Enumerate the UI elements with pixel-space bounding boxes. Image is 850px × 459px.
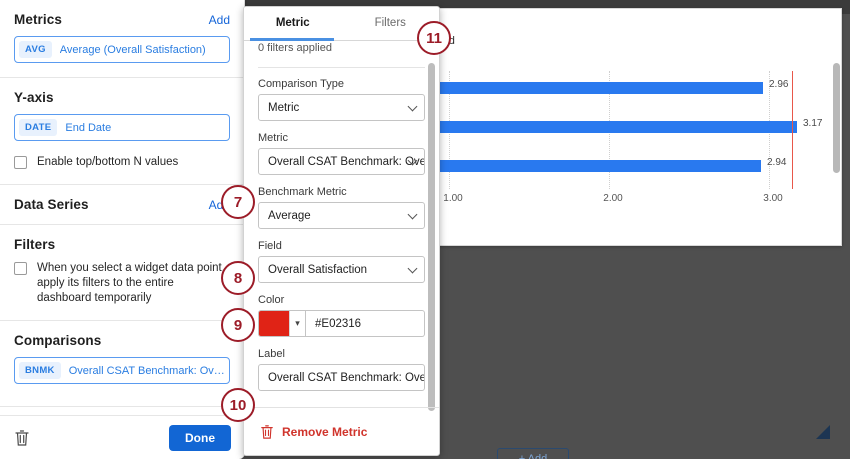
y-axis-chip-text: End Date	[65, 121, 112, 134]
color-hex-input[interactable]: #E02316	[306, 310, 425, 337]
metric-value: Overall CSAT Benchmark: Over	[268, 155, 425, 168]
benchmark-metric-select[interactable]: Average	[258, 202, 425, 229]
comparison-type-select[interactable]: Metric	[258, 94, 425, 121]
benchmark-reference-line	[792, 71, 793, 189]
chart-plot-area: 2.96 3.17 2.94	[431, 71, 843, 189]
bar-segment[interactable]	[431, 121, 797, 133]
filters-applied-text: 0 filters applied	[258, 42, 332, 54]
color-swatch	[259, 311, 289, 336]
field-select[interactable]: Overall Satisfaction	[258, 256, 425, 283]
divider	[0, 320, 244, 321]
divider	[0, 184, 244, 185]
metric-chip-field[interactable]: AVG Average (Overall Satisfaction)	[14, 36, 230, 63]
comparison-type-value: Metric	[268, 101, 300, 114]
bar-value-label: 2.94	[767, 157, 787, 168]
chevron-down-icon	[407, 101, 418, 111]
remove-metric-button[interactable]: Remove Metric	[260, 424, 367, 440]
comparison-chip-text: Overall CSAT Benchmark: Overall Satisfac…	[68, 364, 225, 377]
add-widget-button[interactable]: + Add	[497, 448, 569, 459]
panel-footer: Done	[0, 415, 245, 459]
caret-down-icon: ▾	[289, 311, 305, 336]
section-title-filters: Filters	[14, 237, 56, 252]
bar-value-label: 2.96	[769, 79, 789, 90]
x-axis-tick: 3.00	[763, 193, 783, 204]
color-label: Color	[258, 294, 285, 306]
x-axis-tick: 1.00	[443, 193, 463, 204]
bar-row[interactable]: 3.17	[431, 118, 843, 133]
section-title-comparisons: Comparisons	[14, 333, 102, 348]
section-title-metrics: Metrics	[14, 12, 62, 27]
metric-label: Metric	[258, 132, 288, 144]
bar-row[interactable]: 2.94	[431, 157, 843, 172]
chevron-down-icon	[407, 263, 418, 273]
chevron-down-icon	[407, 209, 418, 219]
x-axis: 1.00 2.00 3.00	[431, 193, 843, 207]
divider	[0, 224, 244, 225]
section-metrics: Metrics Add AVG Average (Overall Satisfa…	[0, 0, 244, 63]
section-comparisons: Comparisons BNMK Overall CSAT Benchmark:…	[0, 321, 244, 384]
benchmark-metric-value: Average	[268, 209, 311, 222]
annotation-badge-10: 10	[221, 388, 255, 422]
bar-row[interactable]: 2.96	[431, 79, 843, 94]
modal-body: Comparison Type Metric Metric Overall CS…	[244, 55, 439, 407]
metric-select[interactable]: Overall CSAT Benchmark: Over	[258, 148, 425, 175]
comparison-chip-field[interactable]: BNMK Overall CSAT Benchmark: Overall Sat…	[14, 357, 230, 384]
label-field-label: Label	[258, 348, 285, 360]
enable-top-bottom-label: Enable top/bottom N values	[37, 156, 179, 168]
chart-panel: ard 2.96 3.17 2.94 1.00 2.00 3.00	[430, 8, 842, 246]
label-text-value: Overall CSAT Benchmark: Overal	[268, 371, 425, 384]
x-axis-tick: 2.00	[603, 193, 623, 204]
trash-icon	[261, 424, 273, 439]
comparison-metric-modal: Metric Filters 0 filters applied Compari…	[243, 6, 440, 456]
color-picker-row: ▾ #E02316	[258, 310, 425, 337]
chart-scrollbar[interactable]	[833, 63, 840, 173]
tab-metric[interactable]: Metric	[244, 7, 342, 40]
modal-scrollbar[interactable]	[428, 63, 435, 411]
color-swatch-button[interactable]: ▾	[258, 310, 306, 337]
resize-handle[interactable]	[816, 425, 830, 439]
widget-settings-panel: Metrics Add AVG Average (Overall Satisfa…	[0, 0, 245, 459]
field-label: Field	[258, 240, 282, 252]
bar-segment[interactable]	[431, 82, 763, 94]
enable-top-bottom-checkbox[interactable]	[14, 156, 27, 169]
annotation-badge-11: 11	[417, 21, 451, 55]
bar-value-label: 3.17	[803, 118, 823, 129]
annotation-badge-9: 9	[221, 308, 255, 342]
divider	[258, 67, 425, 68]
enable-top-bottom-row[interactable]: Enable top/bottom N values	[14, 155, 230, 184]
section-data-series: Data Series Add	[0, 185, 244, 224]
remove-metric-label: Remove Metric	[282, 424, 368, 439]
field-value: Overall Satisfaction	[268, 263, 368, 276]
annotation-badge-7: 7	[221, 185, 255, 219]
y-axis-chip-field[interactable]: DATE End Date	[14, 114, 230, 141]
apply-filters-row[interactable]: When you select a widget data point, app…	[14, 261, 230, 320]
metric-chip-tag: AVG	[19, 41, 52, 58]
done-button[interactable]: Done	[169, 424, 231, 451]
comparison-type-label: Comparison Type	[258, 78, 345, 90]
apply-filters-label: When you select a widget data point, app…	[37, 262, 225, 304]
section-title-y-axis: Y-axis	[14, 90, 54, 105]
y-axis-chip-tag: DATE	[19, 119, 58, 136]
trash-icon[interactable]	[14, 429, 30, 447]
color-hex-value: #E02316	[315, 317, 362, 330]
widget-frame	[430, 446, 850, 459]
apply-filters-checkbox[interactable]	[14, 262, 27, 275]
benchmark-metric-label: Benchmark Metric	[258, 186, 347, 198]
divider	[0, 77, 244, 78]
add-metric-link[interactable]: Add	[208, 12, 230, 27]
modal-footer: Remove Metric	[244, 407, 439, 455]
metric-chip-text: Average (Overall Satisfaction)	[59, 43, 206, 56]
divider	[0, 406, 244, 407]
bar-segment[interactable]	[431, 160, 761, 172]
section-title-data-series: Data Series	[14, 197, 89, 212]
section-filters: Filters When you select a widget data po…	[0, 225, 244, 320]
tab-filters[interactable]: Filters	[374, 17, 406, 29]
label-text-input[interactable]: Overall CSAT Benchmark: Overal	[258, 364, 425, 391]
section-y-axis: Y-axis DATE End Date Enable top/bottom N…	[0, 78, 244, 184]
comparison-chip-tag: BNMK	[19, 362, 61, 379]
modal-tab-bar: Metric Filters	[244, 7, 439, 41]
annotation-badge-8: 8	[221, 261, 255, 295]
